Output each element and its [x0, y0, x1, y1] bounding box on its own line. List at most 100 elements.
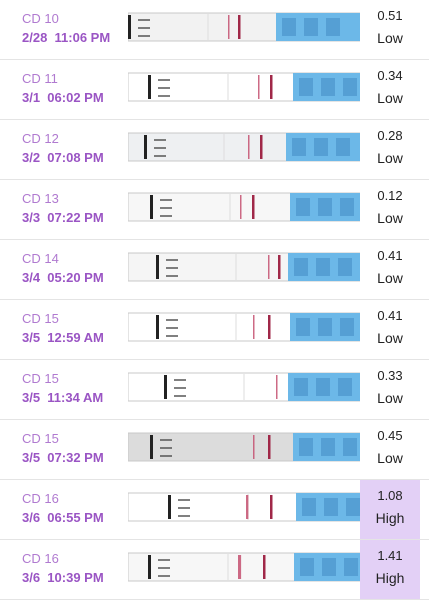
test-time: 3/2 07:08 PM — [22, 150, 104, 165]
result: 0.33 Low — [360, 360, 420, 419]
test-row: CD 15 3/5 12:59 AM 0.41 Low — [0, 300, 429, 360]
strip-print — [344, 558, 358, 576]
strip-bar — [144, 135, 147, 159]
result-value: 0.34 — [377, 68, 403, 83]
cycle-day: CD 12 — [22, 131, 59, 146]
cycle-day: CD 15 — [22, 371, 59, 386]
result-value: 0.41 — [377, 248, 403, 263]
strip-print — [336, 138, 350, 156]
strip-print — [340, 318, 354, 336]
strip-bar — [164, 375, 167, 399]
test-line — [268, 255, 270, 279]
test-row: CD 11 3/1 06:02 PM 0.34 Low — [0, 60, 429, 120]
test-line — [258, 75, 260, 99]
strip-print — [324, 498, 338, 516]
test-row: CD 15 3/5 07:32 PM 0.45 Low — [0, 420, 429, 480]
strip-bar — [168, 495, 171, 519]
test-strip — [128, 72, 360, 102]
test-line — [248, 135, 250, 159]
strip-print — [318, 198, 332, 216]
strip-print — [340, 198, 354, 216]
test-line — [246, 495, 249, 519]
strip-print — [296, 318, 310, 336]
result-level: Low — [377, 330, 403, 346]
strip-bar — [128, 15, 131, 39]
test-strip — [128, 432, 360, 462]
test-time: 3/4 05:20 PM — [22, 270, 104, 285]
strip-print — [346, 498, 360, 516]
test-time: 2/28 11:06 PM — [22, 30, 111, 45]
test-line — [238, 555, 242, 579]
test-line — [253, 435, 255, 459]
test-row: CD 13 3/3 07:22 PM 0.12 Low — [0, 180, 429, 240]
result-level: Low — [377, 210, 403, 226]
strip-handle — [288, 373, 360, 401]
result: 1.41 High — [360, 540, 420, 599]
result: 0.28 Low — [360, 120, 420, 179]
cycle-day: CD 14 — [22, 251, 59, 266]
result-level: Low — [377, 390, 403, 406]
test-time: 3/5 07:32 PM — [22, 450, 104, 465]
strip-bar — [156, 315, 159, 339]
result: 0.41 Low — [360, 240, 420, 299]
result-value: 1.41 — [377, 548, 403, 563]
cycle-day: CD 11 — [22, 71, 58, 86]
strip-handle — [290, 313, 360, 341]
strip-print — [294, 378, 308, 396]
test-row: CD 14 3/4 05:20 PM 0.41 Low — [0, 240, 429, 300]
result: 0.51 Low — [360, 0, 420, 59]
result: 1.08 High — [360, 480, 420, 539]
test-time: 3/1 06:02 PM — [22, 90, 104, 105]
result-value: 0.41 — [377, 308, 403, 323]
test-row: CD 12 3/2 07:08 PM 0.28 Low — [0, 120, 429, 180]
control-line — [270, 495, 273, 519]
result-level: Low — [377, 270, 403, 286]
strip-handle — [276, 13, 360, 41]
test-time: 3/6 10:39 PM — [22, 570, 104, 585]
test-strip — [128, 12, 360, 42]
result: 0.45 Low — [360, 420, 420, 479]
cycle-day: CD 16 — [22, 491, 59, 506]
strip-print — [302, 498, 316, 516]
strip-print — [299, 78, 313, 96]
strip-bar — [148, 555, 151, 579]
strip-handle — [296, 493, 360, 521]
strip-print — [316, 258, 330, 276]
result-value: 0.45 — [377, 428, 403, 443]
strip-print — [316, 378, 330, 396]
strip-print — [321, 438, 335, 456]
control-line — [268, 435, 271, 459]
strip-handle — [293, 433, 360, 461]
strip-bar — [148, 75, 151, 99]
strip-print — [304, 18, 318, 36]
test-row: CD 16 3/6 06:55 PM 1.08 High — [0, 480, 429, 540]
control-line — [260, 135, 263, 159]
strip-print — [338, 378, 352, 396]
cycle-day: CD 16 — [22, 551, 59, 566]
strip-print — [318, 318, 332, 336]
strip-handle — [288, 253, 360, 281]
control-line — [278, 255, 281, 279]
strip-print — [321, 78, 335, 96]
strip-print — [292, 138, 306, 156]
result: 0.34 Low — [360, 60, 420, 119]
strip-print — [343, 438, 357, 456]
control-line — [238, 15, 241, 39]
test-line — [240, 195, 242, 219]
result-value: 0.12 — [377, 188, 403, 203]
test-time: 3/5 12:59 AM — [22, 330, 104, 345]
test-line — [253, 315, 255, 339]
strip-print — [326, 18, 340, 36]
result-level: High — [375, 570, 405, 586]
strip-print — [322, 558, 336, 576]
result: 0.41 Low — [360, 300, 420, 359]
control-line — [268, 315, 271, 339]
test-strip — [128, 492, 360, 522]
test-time: 3/5 11:34 AM — [22, 390, 104, 405]
control-line — [252, 195, 255, 219]
test-row: CD 16 3/6 10:39 PM 1.41 High — [0, 540, 429, 600]
result-value: 0.33 — [377, 368, 403, 383]
strip-bar — [156, 255, 159, 279]
strip-print — [300, 558, 314, 576]
result-level: Low — [377, 450, 403, 466]
